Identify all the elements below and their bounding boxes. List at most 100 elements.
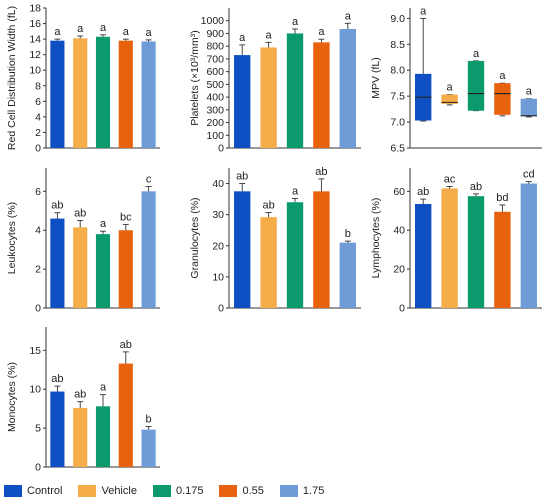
significance-letter: b	[345, 228, 351, 240]
bar	[520, 183, 537, 308]
legend-label: 0.175	[175, 485, 204, 497]
legend-label: 0.55	[242, 485, 264, 497]
significance-letter: ab	[51, 200, 63, 212]
significance-letter: c	[146, 173, 152, 185]
y-tick-label: 18	[29, 3, 41, 15]
bar	[141, 191, 156, 308]
legend-label: 1.75	[302, 485, 325, 497]
significance-letter: ab	[236, 171, 248, 183]
y-tick-label: 800	[206, 41, 224, 53]
y-tick-label: 500	[206, 79, 224, 91]
y-tick-label: 14	[29, 34, 41, 46]
y-tick-label: 15	[29, 345, 41, 357]
box	[520, 98, 537, 116]
y-axis-label: Granulocytes (%)	[189, 197, 201, 278]
y-tick-label: 400	[206, 92, 224, 104]
significance-letter: a	[123, 26, 130, 38]
y-tick-label: 16	[29, 18, 41, 30]
y-tick-label: 0	[399, 303, 405, 315]
bar	[494, 211, 511, 308]
y-tick-label: 200	[206, 117, 224, 129]
y-tick-label: 20	[393, 264, 405, 276]
y-tick-label: 10	[29, 384, 41, 396]
significance-letter: a	[526, 86, 533, 98]
significance-letter: bc	[120, 211, 132, 223]
y-tick-label: 8	[35, 80, 41, 92]
y-tick-label: 1000	[201, 15, 225, 27]
y-axis-label: Platelets (×10³/mm³)	[189, 30, 201, 125]
significance-letter: ab	[262, 199, 274, 211]
legend: Control Vehicle 0.175 0.55 1.75	[4, 482, 340, 500]
bar	[73, 227, 88, 308]
bar	[415, 203, 432, 308]
bar	[286, 202, 304, 308]
y-tick-label: 0	[218, 303, 224, 315]
bar	[50, 391, 65, 467]
chart-panel: 0 2 4 6 8 10 12 14 16 18 Red Cell Distribution Wid…	[6, 3, 160, 155]
bar	[50, 218, 65, 308]
y-tick-label: 2	[35, 127, 41, 139]
significance-letter: bd	[496, 192, 508, 204]
significance-letter: a	[77, 23, 84, 35]
bar	[118, 230, 133, 308]
chart-panel: 0 20 40 60 Lymphocytes (%) ab ac ab bd cd	[370, 168, 542, 315]
box	[467, 60, 485, 111]
y-tick-label: 9.0	[390, 13, 405, 25]
significance-letter: a	[447, 82, 454, 94]
bar	[234, 55, 251, 148]
chart-panel: 0 10 20 30 40 Granulocytes (%) ab ab a ab b	[189, 166, 361, 315]
significance-letter: a	[146, 27, 153, 39]
legend-item-vehicle: Vehicle	[78, 485, 137, 497]
bar	[441, 188, 458, 308]
significance-letter: a	[292, 16, 299, 28]
y-tick-label: 4	[35, 225, 41, 237]
chart-panel: 01002003004005006007008009001000Platelet…	[189, 8, 361, 155]
bar	[118, 363, 133, 467]
bar	[95, 36, 111, 148]
significance-letter: ab	[470, 181, 482, 193]
y-axis-label: Lymphocytes (%)	[370, 198, 382, 279]
legend-swatch	[4, 485, 22, 497]
y-axis-label: Monocytes (%)	[6, 362, 18, 432]
significance-letter: ab	[417, 186, 429, 198]
legend-label: Vehicle	[101, 485, 137, 497]
bar	[50, 40, 65, 148]
significance-letter: ab	[74, 208, 86, 220]
legend-swatch	[78, 485, 97, 497]
y-tick-label: 4	[35, 111, 41, 123]
significance-letter: b	[146, 414, 152, 426]
y-tick-label: 30	[212, 209, 224, 221]
bar	[73, 38, 88, 149]
bar	[73, 407, 88, 467]
bar	[141, 41, 156, 148]
bar	[339, 29, 356, 148]
bar	[339, 242, 356, 308]
bar	[95, 406, 111, 467]
y-tick-label: 40	[212, 178, 224, 190]
bar	[467, 196, 485, 308]
significance-letter: ab	[120, 339, 132, 351]
y-tick-label: 100	[206, 130, 224, 142]
box	[494, 83, 511, 115]
bar	[260, 217, 277, 308]
y-tick-label: 8.0	[390, 65, 405, 77]
legend-swatch	[279, 485, 298, 497]
y-tick-label: 600	[206, 66, 224, 78]
y-tick-label: 2	[35, 264, 41, 276]
significance-letter: a	[239, 32, 246, 44]
y-tick-label: 6	[35, 186, 41, 198]
y-tick-label: 0	[35, 303, 41, 315]
y-tick-label: 6.5	[390, 143, 405, 155]
y-tick-label: 6	[35, 96, 41, 108]
y-tick-label: 40	[393, 225, 405, 237]
bar	[260, 47, 277, 148]
significance-letter: a	[318, 26, 325, 38]
box	[441, 94, 458, 104]
significance-letter: a	[473, 48, 480, 60]
bar	[313, 42, 330, 149]
significance-letter: a	[499, 70, 506, 82]
y-tick-label: 7.5	[390, 91, 405, 103]
